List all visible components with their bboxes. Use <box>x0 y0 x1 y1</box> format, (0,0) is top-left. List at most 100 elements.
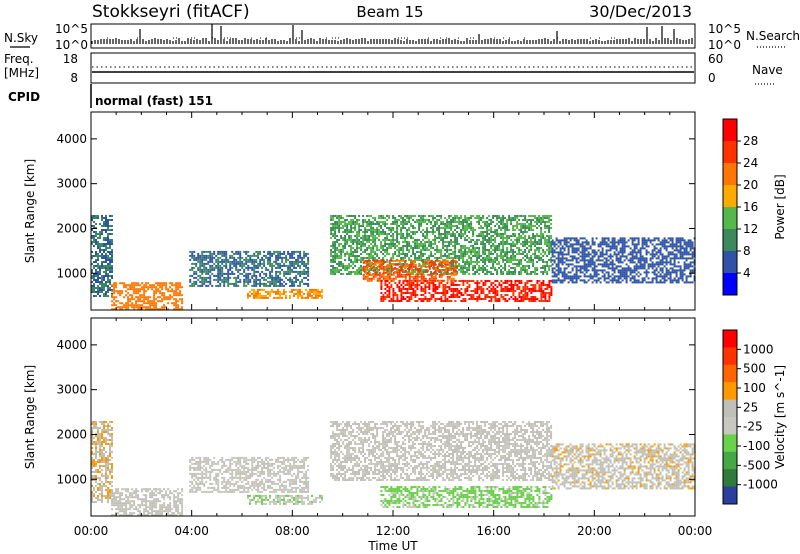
echo-cell <box>448 261 451 264</box>
echo-cell <box>127 288 130 291</box>
echo-cell <box>476 259 479 261</box>
echo-cell <box>366 269 369 271</box>
echo-cell <box>358 215 361 217</box>
echo-cell <box>494 288 497 290</box>
echo-cell <box>500 269 503 271</box>
echo-cell <box>557 253 560 256</box>
echo-cell <box>394 275 397 278</box>
echo-cell <box>452 277 455 280</box>
echo-cell <box>221 260 224 263</box>
echo-cell <box>307 290 309 293</box>
echo-cell <box>356 257 359 259</box>
echo-cell <box>633 267 636 270</box>
echo-cell <box>422 219 425 221</box>
echo-cell <box>563 267 566 270</box>
echo-cell <box>267 268 270 271</box>
echo-cell <box>559 267 562 270</box>
echo-cell <box>482 251 485 253</box>
echo-cell <box>205 254 208 257</box>
echo-cell <box>97 255 99 257</box>
echo-cell <box>301 262 304 265</box>
echo-cell <box>289 290 291 293</box>
echo-cell <box>561 259 564 262</box>
echo-cell <box>217 262 220 265</box>
echo-cell <box>476 296 479 298</box>
echo-cell <box>589 275 592 278</box>
echo-cell <box>199 262 202 265</box>
echo-cell <box>384 251 387 253</box>
echo-cell <box>559 281 562 284</box>
echo-cell <box>91 237 93 239</box>
echo-cell <box>396 269 399 272</box>
echo-cell <box>546 243 549 245</box>
echo-cell <box>344 267 347 269</box>
echo-cell <box>444 286 447 288</box>
echo-cell <box>410 288 413 290</box>
echo-cell <box>524 284 527 286</box>
echo-cell <box>508 229 511 231</box>
echo-cell <box>492 221 495 223</box>
echo-cell <box>571 247 574 250</box>
echo-cell <box>127 306 130 309</box>
echo-cell <box>621 261 624 264</box>
nsky-top-tick: 10^5 <box>55 22 88 36</box>
echo-cell <box>444 229 447 231</box>
echo-cell <box>408 229 411 231</box>
echo-cell <box>550 227 553 229</box>
echo-cell <box>235 252 238 255</box>
echo-cell <box>330 233 333 235</box>
echo-cell <box>522 267 525 269</box>
echo-cell <box>524 296 527 298</box>
echo-cell <box>482 265 485 267</box>
echo-cell <box>470 227 473 229</box>
echo-cell <box>139 284 142 287</box>
echo-cell <box>540 296 543 298</box>
echo-cell <box>512 263 515 265</box>
echo-cell <box>420 225 423 227</box>
echo-cell <box>386 253 389 255</box>
echo-cell <box>512 259 515 261</box>
echo-cell <box>271 264 274 267</box>
echo-cell <box>259 288 261 291</box>
echo-cell <box>482 269 485 271</box>
echo-cell <box>201 260 204 263</box>
echo-cell <box>293 264 296 267</box>
echo-cell <box>338 269 341 271</box>
echo-cell <box>95 243 97 245</box>
echo-cell <box>426 286 429 288</box>
echo-cell <box>378 263 381 266</box>
echo-cell <box>368 279 371 282</box>
echo-cell <box>356 273 359 275</box>
echo-cell <box>452 217 455 219</box>
echo-cell <box>342 225 345 227</box>
echo-cell <box>518 292 521 294</box>
echo-cell <box>386 294 389 296</box>
echo-cell <box>553 249 556 252</box>
echo-cell <box>432 271 435 274</box>
echo-cell <box>396 284 399 286</box>
echo-cell <box>585 239 588 242</box>
echo-cell <box>474 298 477 300</box>
echo-cell <box>450 259 453 262</box>
echo-cell <box>338 225 341 227</box>
echo-cell <box>265 294 267 297</box>
echo-cell <box>637 257 640 260</box>
echo-cell <box>402 251 405 253</box>
echo-cell <box>496 245 499 247</box>
echo-cell <box>95 251 97 253</box>
echo-cell <box>482 290 485 292</box>
echo-cell <box>221 266 224 269</box>
echo-cell <box>404 263 407 266</box>
echo-cell <box>579 243 582 246</box>
echo-cell <box>396 235 399 237</box>
echo-cell <box>223 278 226 281</box>
echo-cell <box>414 245 417 247</box>
echo-cell <box>414 286 417 288</box>
echo-cell <box>370 279 373 282</box>
echo-cell <box>424 290 427 292</box>
echo-cell <box>559 253 562 256</box>
echo-cell <box>193 256 196 259</box>
echo-cell <box>492 290 495 292</box>
echo-cell <box>597 273 600 276</box>
echo-cell <box>496 235 499 237</box>
